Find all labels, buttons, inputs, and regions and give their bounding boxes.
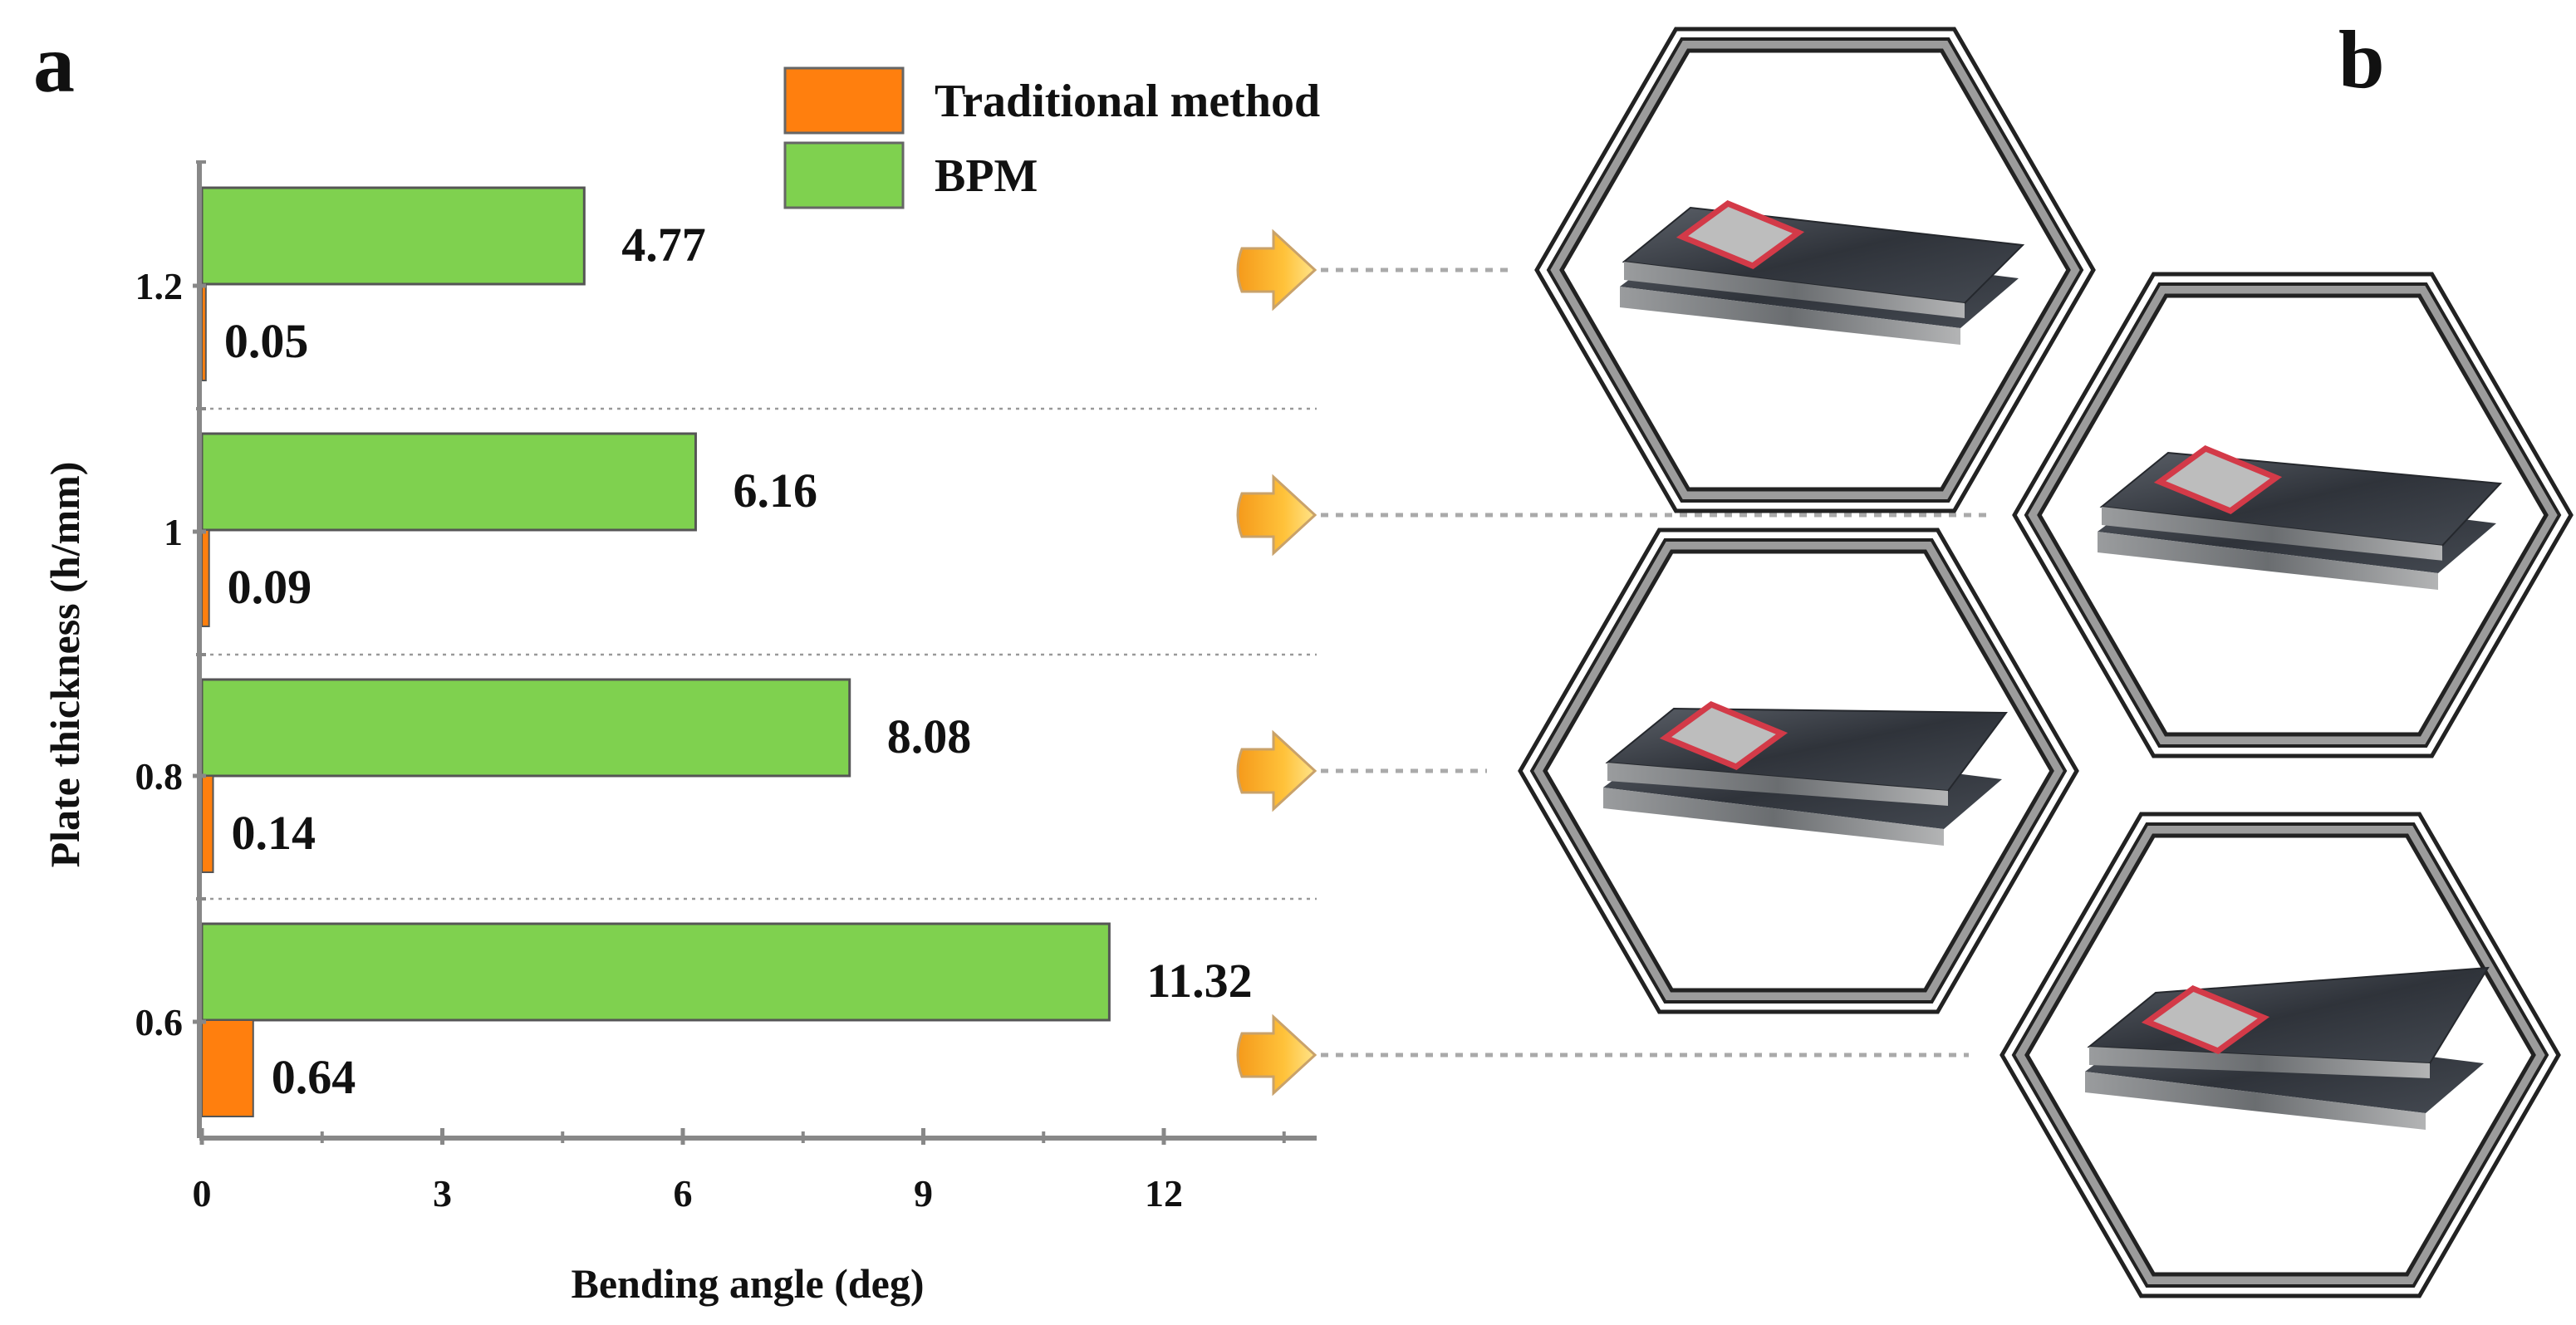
x-axis-title: Bending angle (deg) xyxy=(571,1260,924,1307)
arrow-pointer-icon xyxy=(1236,228,1317,312)
y-tick-label-0.8: 0.8 xyxy=(135,755,184,797)
hexagon-frame-specimen-1-2 xyxy=(1534,27,2096,513)
arrow-pointer-icon xyxy=(1236,474,1317,557)
panel-letter-b: b xyxy=(2338,13,2385,106)
y-tick-label-1: 1 xyxy=(164,511,183,553)
hexagon-frame-specimen-1 xyxy=(2012,272,2574,758)
value-label-bpm-1.2: 4.77 xyxy=(621,218,706,272)
y-tick-label-1.2: 1.2 xyxy=(135,265,184,307)
axes xyxy=(197,162,1317,1141)
value-label-traditional-1.2: 0.05 xyxy=(224,314,309,368)
value-label-traditional-0.8: 0.14 xyxy=(232,806,316,860)
legend-swatch-bpm xyxy=(783,141,905,209)
category-separators xyxy=(202,407,1317,901)
arrow-pointer-icon xyxy=(1236,729,1317,812)
bars xyxy=(200,186,1111,1117)
specimen-plate-image xyxy=(2098,445,2503,590)
arrow-pointer-icon xyxy=(1236,1013,1317,1097)
bar-chart: 11.32 0.64 8.08 0.14 6.16 0.09 4.77 0.05 0 3 6 9 12… xyxy=(42,66,1320,1307)
specimen-plate-image xyxy=(2085,966,2490,1130)
specimen-images xyxy=(1518,27,2574,1298)
panel-letter-a: a xyxy=(33,17,75,110)
hexagon-frame-specimen-0-8 xyxy=(1518,528,2079,1014)
value-label-traditional-0.6: 0.64 xyxy=(272,1050,356,1104)
legend: Traditional method BPM xyxy=(783,66,1320,209)
bar-bpm-0.6 xyxy=(200,922,1111,1022)
bar-bpm-1 xyxy=(200,432,697,532)
value-label-bpm-0.8: 8.08 xyxy=(887,709,972,763)
bar-traditional-1.2 xyxy=(201,283,207,381)
x-tick-label-12: 12 xyxy=(1145,1172,1183,1215)
x-tick-label-3: 3 xyxy=(433,1172,452,1215)
value-label-traditional-1: 0.09 xyxy=(228,560,312,614)
bar-value-labels: 11.32 0.64 8.08 0.14 6.16 0.09 4.77 0.05 xyxy=(224,218,1253,1104)
bar-bpm-1.2 xyxy=(200,186,586,286)
value-label-bpm-0.6: 11.32 xyxy=(1146,954,1252,1008)
specimen-plate-image xyxy=(1603,701,2008,846)
x-ticks: 0 3 6 9 12 xyxy=(193,1128,1286,1215)
hexagon-frame-specimen-0-6 xyxy=(1999,812,2561,1298)
x-tick-label-9: 9 xyxy=(914,1172,933,1215)
x-tick-label-0: 0 xyxy=(193,1172,212,1215)
bar-traditional-0.8 xyxy=(201,775,214,873)
specimen-plate-image xyxy=(1620,200,2025,345)
bar-traditional-0.6 xyxy=(201,1019,254,1117)
legend-label-bpm: BPM xyxy=(935,150,1038,202)
y-axis-title: Plate thickness (h/mm) xyxy=(42,462,88,868)
y-tick-label-0.6: 0.6 xyxy=(135,1001,184,1043)
bar-bpm-0.8 xyxy=(200,678,851,778)
value-label-bpm-1: 6.16 xyxy=(733,464,817,518)
connectors xyxy=(1236,228,1994,1097)
legend-swatch-traditional xyxy=(783,66,905,135)
bar-traditional-1 xyxy=(201,529,210,627)
x-tick-label-6: 6 xyxy=(674,1172,693,1215)
legend-label-traditional: Traditional method xyxy=(935,76,1320,127)
y-ticks: 0.6 0.8 1 1.2 xyxy=(135,160,206,1043)
